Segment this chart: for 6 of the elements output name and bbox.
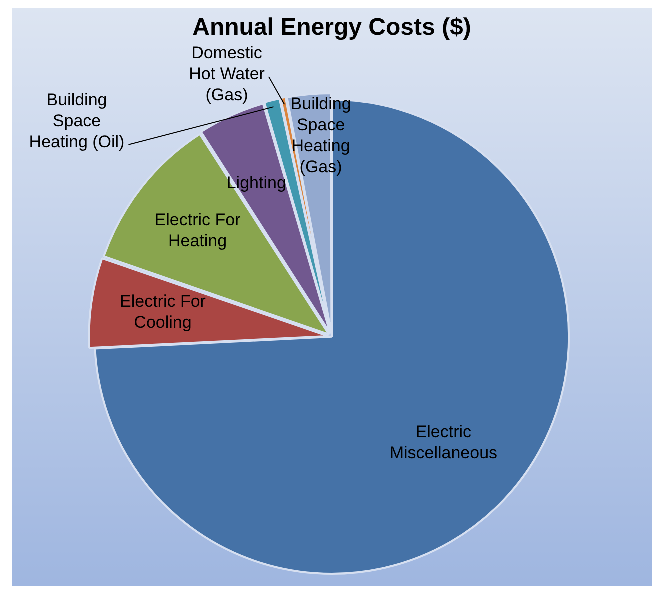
slice-label: Electric Miscellaneous <box>390 422 498 462</box>
chart-title: Annual Energy Costs ($) <box>192 14 472 42</box>
slice-label: Electric For Cooling <box>120 292 206 332</box>
slice-label: Building Space Heating (Oil) <box>29 90 125 152</box>
slice-label: Domestic Hot Water (Gas) <box>189 44 266 105</box>
slice-label: Electric For Heating <box>154 210 242 251</box>
